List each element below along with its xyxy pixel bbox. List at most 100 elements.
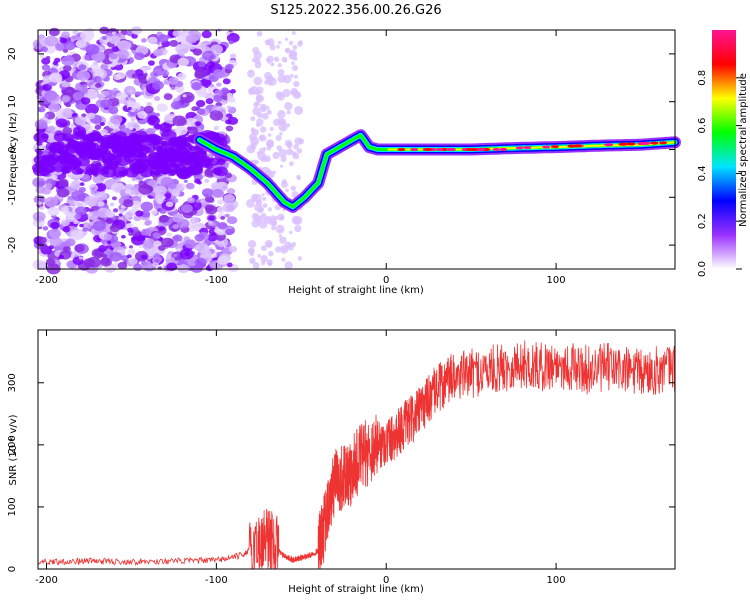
noise-blob (141, 254, 148, 260)
noise-blob (60, 31, 71, 39)
noise-blob (294, 137, 303, 146)
noise-blob (38, 236, 47, 244)
noise-blob (249, 257, 256, 264)
noise-blob (175, 43, 190, 55)
noise-blob (67, 213, 76, 221)
noise-blob (112, 87, 118, 92)
noise-blob (293, 80, 300, 88)
noise-blob (100, 136, 118, 149)
noise-blob (286, 142, 293, 149)
noise-blob (61, 55, 75, 66)
noise-blob (51, 174, 58, 180)
noise-blob (117, 49, 130, 59)
noise-blob (147, 60, 155, 66)
noise-blob (271, 225, 277, 231)
noise-blob (48, 72, 63, 83)
noise-blob (195, 99, 206, 108)
noise-blob (191, 82, 202, 91)
noise-blob (226, 63, 234, 70)
noise-blob (63, 246, 71, 253)
noise-blob (60, 206, 70, 213)
noise-blob (230, 89, 236, 94)
noise-blob (156, 198, 164, 205)
noise-blob (258, 219, 268, 229)
x-tick-label: -200 (35, 275, 58, 286)
noise-blob (196, 180, 202, 185)
x-tick-label: 0 (383, 575, 389, 586)
noise-blob (185, 34, 198, 44)
noise-blob (140, 201, 154, 212)
noise-blob (175, 125, 188, 136)
noise-blob (154, 252, 160, 258)
noise-blob (228, 40, 234, 45)
noise-blob (131, 107, 136, 112)
noise-blob (116, 92, 127, 101)
noise-blob (54, 141, 65, 149)
noise-blob (98, 244, 108, 252)
noise-blob (58, 254, 65, 260)
noise-blob (95, 82, 102, 88)
noise-blob (74, 116, 87, 126)
noise-blob (179, 248, 194, 260)
noise-blob (52, 61, 58, 66)
noise-blob (153, 185, 167, 196)
noise-blob (132, 226, 139, 232)
noise-blob (36, 141, 43, 146)
noise-blob (177, 88, 184, 94)
snr-x-label: Height of straight line (km) (288, 584, 424, 595)
y-tick-label: 300 (7, 373, 18, 392)
noise-blob (159, 122, 172, 133)
noise-blob (103, 233, 113, 241)
noise-blob (74, 244, 85, 253)
noise-blob (101, 152, 116, 163)
noise-blob (86, 141, 96, 148)
noise-blob (59, 225, 64, 229)
noise-blob (199, 199, 204, 203)
noise-blob (263, 155, 271, 163)
noise-blob (144, 133, 162, 146)
noise-blob (85, 44, 100, 55)
noise-blob (181, 204, 193, 214)
noise-blob (225, 119, 232, 125)
noise-blob (99, 129, 108, 136)
noise-blob (170, 101, 182, 110)
spectrogram-x-label: Height of straight line (km) (288, 285, 424, 296)
noise-blob (213, 166, 228, 177)
noise-blob (194, 233, 205, 242)
noise-blob (201, 188, 214, 198)
y-tick-label: 200 (7, 435, 18, 454)
noise-blob (294, 225, 302, 233)
noise-blob (121, 235, 126, 239)
noise-blob (102, 254, 108, 259)
noise-blob (100, 99, 113, 109)
noise-blob (251, 219, 260, 228)
noise-blob (44, 113, 49, 118)
noise-blob (143, 238, 156, 248)
noise-blob (155, 235, 161, 239)
noise-blob (140, 210, 151, 218)
noise-blob (127, 248, 136, 255)
noise-blob (259, 134, 267, 142)
noise-blob (39, 206, 45, 210)
x-tick-label: 0 (383, 275, 389, 286)
noise-blob (153, 240, 162, 247)
colorbar-label: Normalized spectral amplitude (738, 73, 749, 227)
noise-blob (48, 102, 61, 113)
noise-blob (256, 151, 261, 156)
noise-blob (216, 82, 222, 87)
y-tick-label: -20 (7, 237, 18, 253)
noise-blob (86, 112, 96, 120)
noise-blob (84, 195, 98, 206)
noise-blob (256, 118, 264, 126)
noise-blob (146, 115, 160, 126)
noise-blob (32, 259, 46, 270)
noise-blob (63, 64, 72, 72)
noise-blob (108, 106, 119, 115)
noise-blob (136, 145, 150, 155)
noise-blob (69, 181, 81, 190)
noise-blob (96, 78, 103, 83)
ridge-peak (523, 146, 532, 150)
ridge-peak (492, 148, 501, 151)
noise-blob (134, 162, 143, 168)
noise-blob (176, 248, 182, 252)
